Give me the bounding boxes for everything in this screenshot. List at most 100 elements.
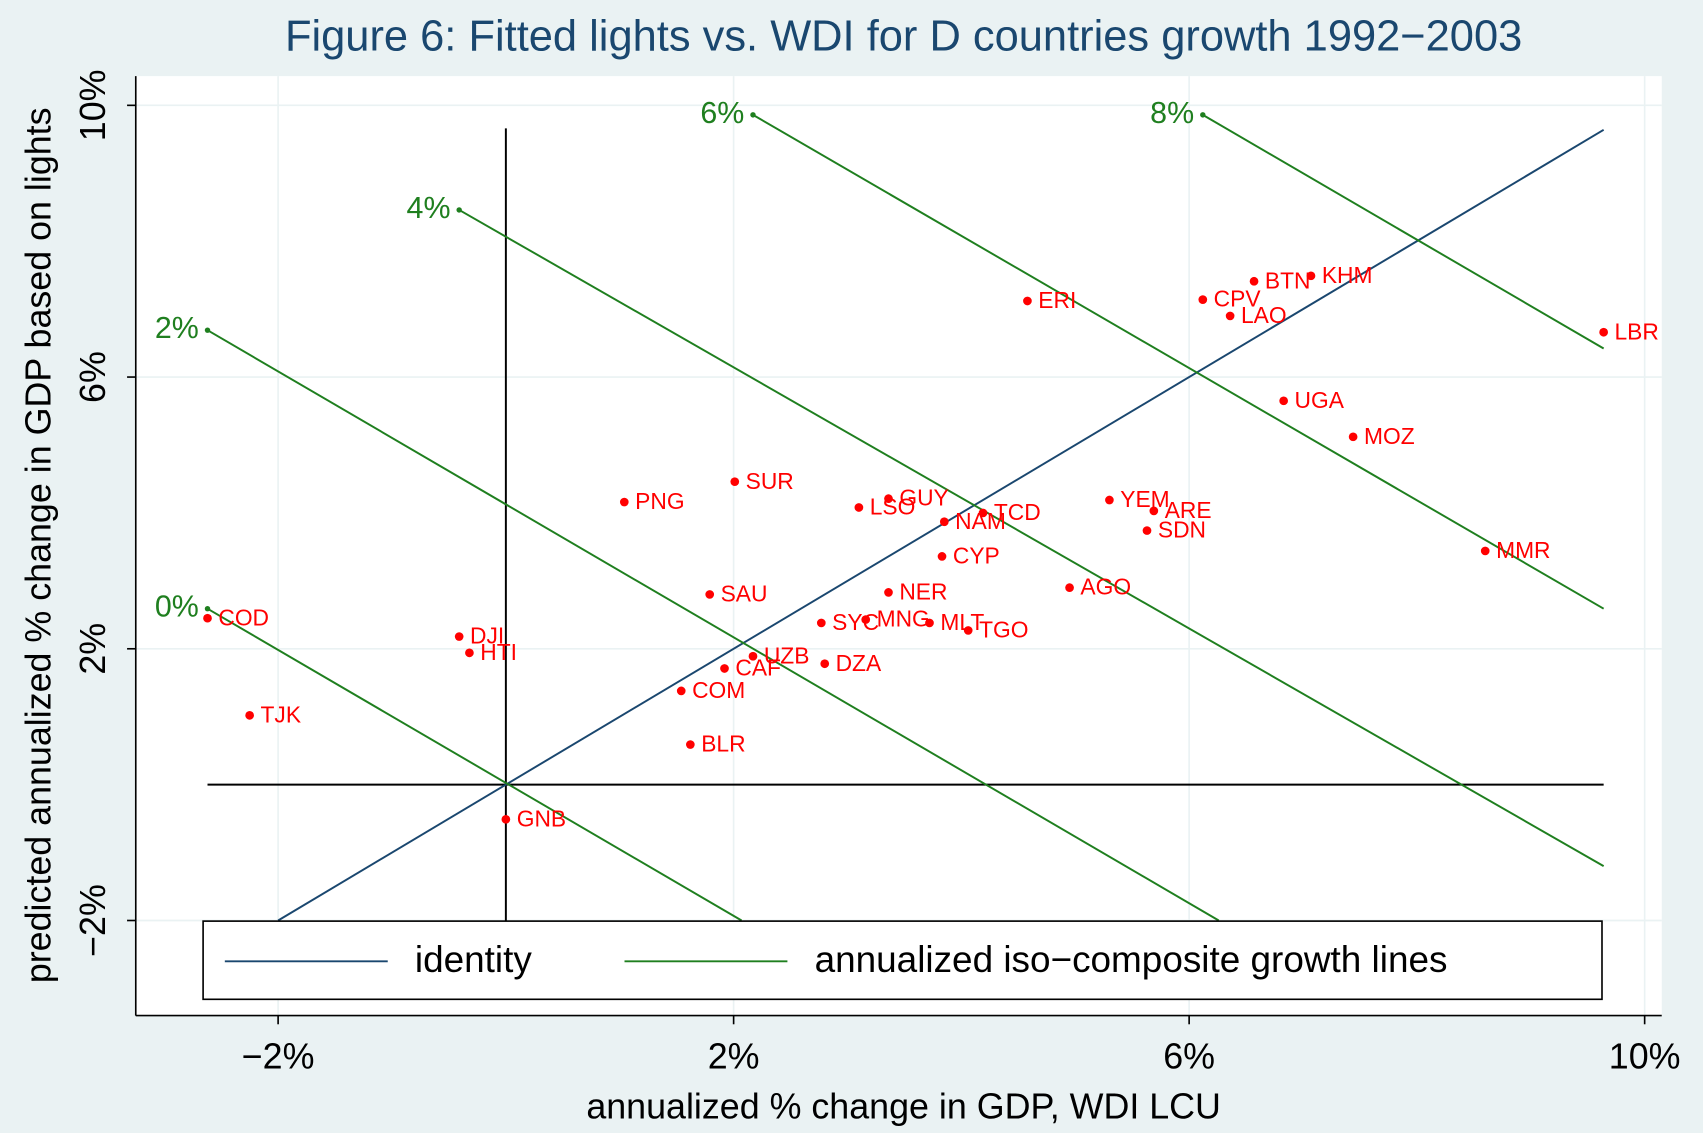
point bbox=[720, 664, 729, 673]
iso-line-start bbox=[204, 327, 211, 333]
point bbox=[1599, 327, 1608, 337]
iso-line bbox=[207, 329, 1220, 922]
point-label: GNB bbox=[517, 805, 566, 831]
point-label: MMR bbox=[1496, 537, 1550, 563]
point bbox=[1225, 311, 1235, 321]
point-label: KHM bbox=[1322, 262, 1373, 288]
point-label: TJK bbox=[261, 701, 302, 727]
point bbox=[963, 626, 973, 635]
point bbox=[686, 740, 695, 749]
point bbox=[1198, 295, 1208, 304]
point bbox=[1306, 271, 1316, 281]
point bbox=[978, 508, 988, 518]
legend-label: annualized iso−composite growth lines bbox=[815, 939, 1448, 980]
identity-line bbox=[277, 128, 1605, 922]
iso-line bbox=[458, 209, 1605, 868]
point-label: SAU bbox=[721, 581, 768, 607]
point-label: NER bbox=[899, 578, 947, 604]
point bbox=[854, 503, 864, 512]
iso-line-label: 6% bbox=[700, 96, 744, 130]
point-label: UZB bbox=[764, 642, 810, 668]
lines: 0% 2% 4% 6% 8% bbox=[155, 96, 1605, 922]
point bbox=[501, 814, 511, 824]
legend-box bbox=[202, 920, 1603, 1001]
point-label: DZA bbox=[836, 650, 882, 676]
x-tick-label: −2% bbox=[242, 1037, 315, 1077]
point bbox=[820, 659, 830, 669]
point bbox=[730, 477, 740, 487]
point bbox=[925, 618, 934, 628]
legend: identity annualized iso−composite growth … bbox=[202, 920, 1603, 1001]
point-label: COM bbox=[692, 677, 745, 703]
x-axis-title: annualized % change in GDP, WDI LCU bbox=[586, 1086, 1221, 1126]
point-label: HTI bbox=[480, 639, 517, 665]
point-label: MLT bbox=[940, 609, 984, 635]
iso-line-label: 4% bbox=[407, 191, 451, 225]
point bbox=[1065, 583, 1074, 592]
point bbox=[937, 552, 947, 561]
point-label: GUY bbox=[899, 485, 948, 511]
point bbox=[884, 588, 893, 597]
point bbox=[884, 494, 893, 503]
point-label: SDN bbox=[1158, 517, 1206, 543]
point bbox=[1279, 396, 1288, 406]
x-tick-label: 6% bbox=[1163, 1037, 1215, 1077]
point-label: BLR bbox=[701, 731, 745, 757]
point bbox=[203, 613, 212, 623]
point bbox=[465, 648, 474, 658]
point-label: COD bbox=[218, 604, 269, 630]
point-label: SUR bbox=[746, 468, 794, 494]
point bbox=[454, 632, 464, 641]
x-tick-label: 2% bbox=[708, 1037, 760, 1077]
point-label: BTN bbox=[1265, 267, 1311, 293]
iso-line bbox=[752, 114, 1605, 610]
point-label: CPV bbox=[1214, 286, 1262, 312]
point bbox=[705, 590, 715, 599]
chart-title: Figure 6: Fitted lights vs. WDI for D co… bbox=[285, 13, 1522, 61]
axes: −2% 2% 6% 10% −2% 2% 6% 10% bbox=[73, 69, 1680, 1076]
point bbox=[245, 711, 254, 720]
point-label: YEM bbox=[1120, 486, 1169, 512]
point bbox=[1480, 546, 1490, 556]
point bbox=[619, 497, 629, 507]
point-label: TCD bbox=[994, 499, 1041, 525]
point bbox=[1142, 526, 1152, 535]
y-tick-label: 6% bbox=[73, 351, 113, 403]
iso-line-label: 2% bbox=[155, 311, 199, 345]
iso-line-start bbox=[750, 112, 756, 118]
point-label: UGA bbox=[1295, 387, 1345, 413]
iso-line-start bbox=[456, 207, 462, 213]
x-tick-label: 10% bbox=[1609, 1037, 1681, 1077]
grid bbox=[135, 76, 1662, 1016]
point-label: PNG bbox=[635, 488, 684, 514]
point bbox=[1023, 296, 1032, 306]
point-label: MNG bbox=[877, 606, 930, 632]
plot-area bbox=[135, 76, 1662, 1016]
y-tick-label: 10% bbox=[73, 69, 113, 141]
point bbox=[1105, 495, 1114, 505]
y-tick-label: 2% bbox=[73, 623, 113, 675]
point-label: ARE bbox=[1165, 497, 1212, 523]
point bbox=[748, 651, 758, 661]
point bbox=[1348, 432, 1358, 442]
iso-line-start bbox=[204, 605, 211, 612]
point bbox=[861, 615, 871, 624]
iso-line-label: 8% bbox=[1150, 96, 1194, 130]
point-label: LAO bbox=[1241, 302, 1287, 328]
point-label: TGO bbox=[979, 617, 1028, 643]
iso-line-start bbox=[1200, 112, 1206, 118]
y-axis-title: predicted annualized % change in GDP bas… bbox=[19, 107, 59, 983]
point-label: AGO bbox=[1080, 574, 1131, 600]
point bbox=[1149, 506, 1159, 516]
iso-line bbox=[1202, 114, 1605, 350]
legend-label: identity bbox=[415, 939, 532, 980]
point-label: MOZ bbox=[1364, 423, 1415, 449]
point-label: ERI bbox=[1038, 287, 1076, 313]
point-label: CYP bbox=[953, 542, 1000, 568]
point bbox=[1249, 276, 1259, 286]
point-label: LBR bbox=[1615, 318, 1659, 344]
iso-line-label: 0% bbox=[155, 590, 199, 624]
